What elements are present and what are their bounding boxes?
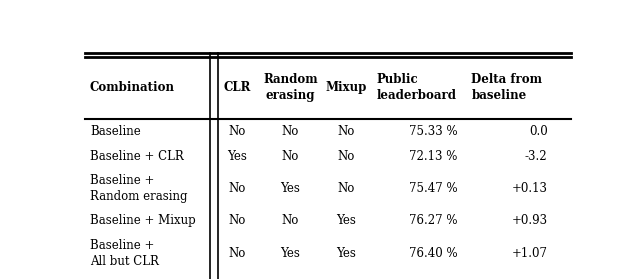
Text: Yes: Yes [280, 247, 300, 260]
Text: No: No [337, 150, 355, 163]
Text: Baseline +
All but CLR: Baseline + All but CLR [90, 239, 159, 268]
Text: Baseline + Mixup: Baseline + Mixup [90, 215, 196, 227]
Text: No: No [282, 215, 299, 227]
Text: No: No [337, 125, 355, 138]
Text: No: No [228, 182, 246, 195]
Text: 76.27 %: 76.27 % [409, 215, 458, 227]
Text: Yes: Yes [336, 215, 356, 227]
Text: 0.0: 0.0 [529, 125, 548, 138]
Text: +0.13: +0.13 [511, 182, 548, 195]
Text: Yes: Yes [336, 247, 356, 260]
Text: Combination: Combination [90, 81, 175, 94]
Text: CLR: CLR [223, 81, 250, 94]
Text: No: No [282, 125, 299, 138]
Text: No: No [228, 247, 246, 260]
Text: Yes: Yes [227, 150, 247, 163]
Text: 72.13 %: 72.13 % [409, 150, 458, 163]
Text: 76.40 %: 76.40 % [409, 247, 458, 260]
Text: 75.33 %: 75.33 % [409, 125, 458, 138]
Text: Public
leaderboard: Public leaderboard [377, 73, 457, 102]
Text: No: No [228, 125, 246, 138]
Text: Mixup: Mixup [326, 81, 367, 94]
Text: +0.93: +0.93 [511, 215, 548, 227]
Text: Delta from
baseline: Delta from baseline [472, 73, 543, 102]
Text: No: No [337, 182, 355, 195]
Text: +1.07: +1.07 [511, 247, 548, 260]
Text: No: No [228, 215, 246, 227]
Text: Baseline +
Random erasing: Baseline + Random erasing [90, 174, 188, 203]
Text: Random
erasing: Random erasing [263, 73, 317, 102]
Text: -3.2: -3.2 [525, 150, 548, 163]
Text: Yes: Yes [280, 182, 300, 195]
Text: Baseline + CLR: Baseline + CLR [90, 150, 184, 163]
Text: Baseline: Baseline [90, 125, 141, 138]
Text: No: No [282, 150, 299, 163]
Text: 75.47 %: 75.47 % [409, 182, 458, 195]
